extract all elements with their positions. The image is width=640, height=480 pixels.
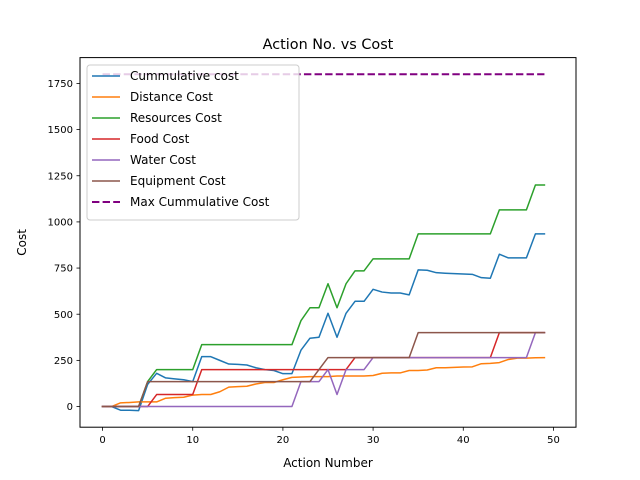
y-tick-label: 1000 bbox=[48, 218, 73, 229]
legend-label-1: Distance Cost bbox=[130, 90, 213, 104]
axes-frame bbox=[79, 57, 577, 428]
legend-label-5: Equipment Cost bbox=[130, 174, 226, 188]
x-tick-label: 20 bbox=[277, 435, 290, 446]
x-tick-label: 30 bbox=[367, 435, 380, 446]
legend-label-3: Food Cost bbox=[130, 132, 190, 146]
series-line-4 bbox=[101, 331, 546, 408]
x-axis-label: Action Number bbox=[283, 456, 373, 470]
legend-box bbox=[86, 64, 300, 221]
y-tick-label: 1500 bbox=[48, 125, 73, 136]
chart-title: Action No. vs Cost bbox=[263, 37, 394, 53]
series-line-2 bbox=[101, 184, 546, 408]
series-line-5 bbox=[101, 331, 546, 408]
x-tick-label: 50 bbox=[547, 435, 560, 446]
series-line-0 bbox=[101, 233, 546, 412]
y-axis-label: Cost bbox=[15, 229, 29, 256]
y-tick-label: 250 bbox=[54, 356, 73, 367]
y-tick-label: 750 bbox=[54, 264, 73, 275]
y-tick-label: 1250 bbox=[48, 171, 73, 182]
x-tick-label: 10 bbox=[186, 435, 199, 446]
legend-label-4: Water Cost bbox=[130, 153, 196, 167]
y-tick-label: 1750 bbox=[48, 79, 73, 90]
x-ticks: 0 10 20 30 40 50 bbox=[99, 427, 560, 446]
x-tick-label: 40 bbox=[457, 435, 470, 446]
legend-label-6: Max Cummulative Cost bbox=[130, 195, 270, 209]
legend-label-2: Resources Cost bbox=[130, 111, 222, 125]
y-tick-label: 0 bbox=[67, 402, 73, 413]
x-tick-label: 0 bbox=[99, 435, 105, 446]
plot-lines bbox=[101, 73, 546, 412]
y-ticks: 0 250 500 750 1000 1250 1500 1750 bbox=[48, 79, 80, 413]
legend: Cummulative cost Distance Cost Resources C… bbox=[86, 64, 300, 221]
y-tick-label: 500 bbox=[54, 310, 73, 321]
legend-label-0: Cummulative cost bbox=[130, 69, 239, 83]
